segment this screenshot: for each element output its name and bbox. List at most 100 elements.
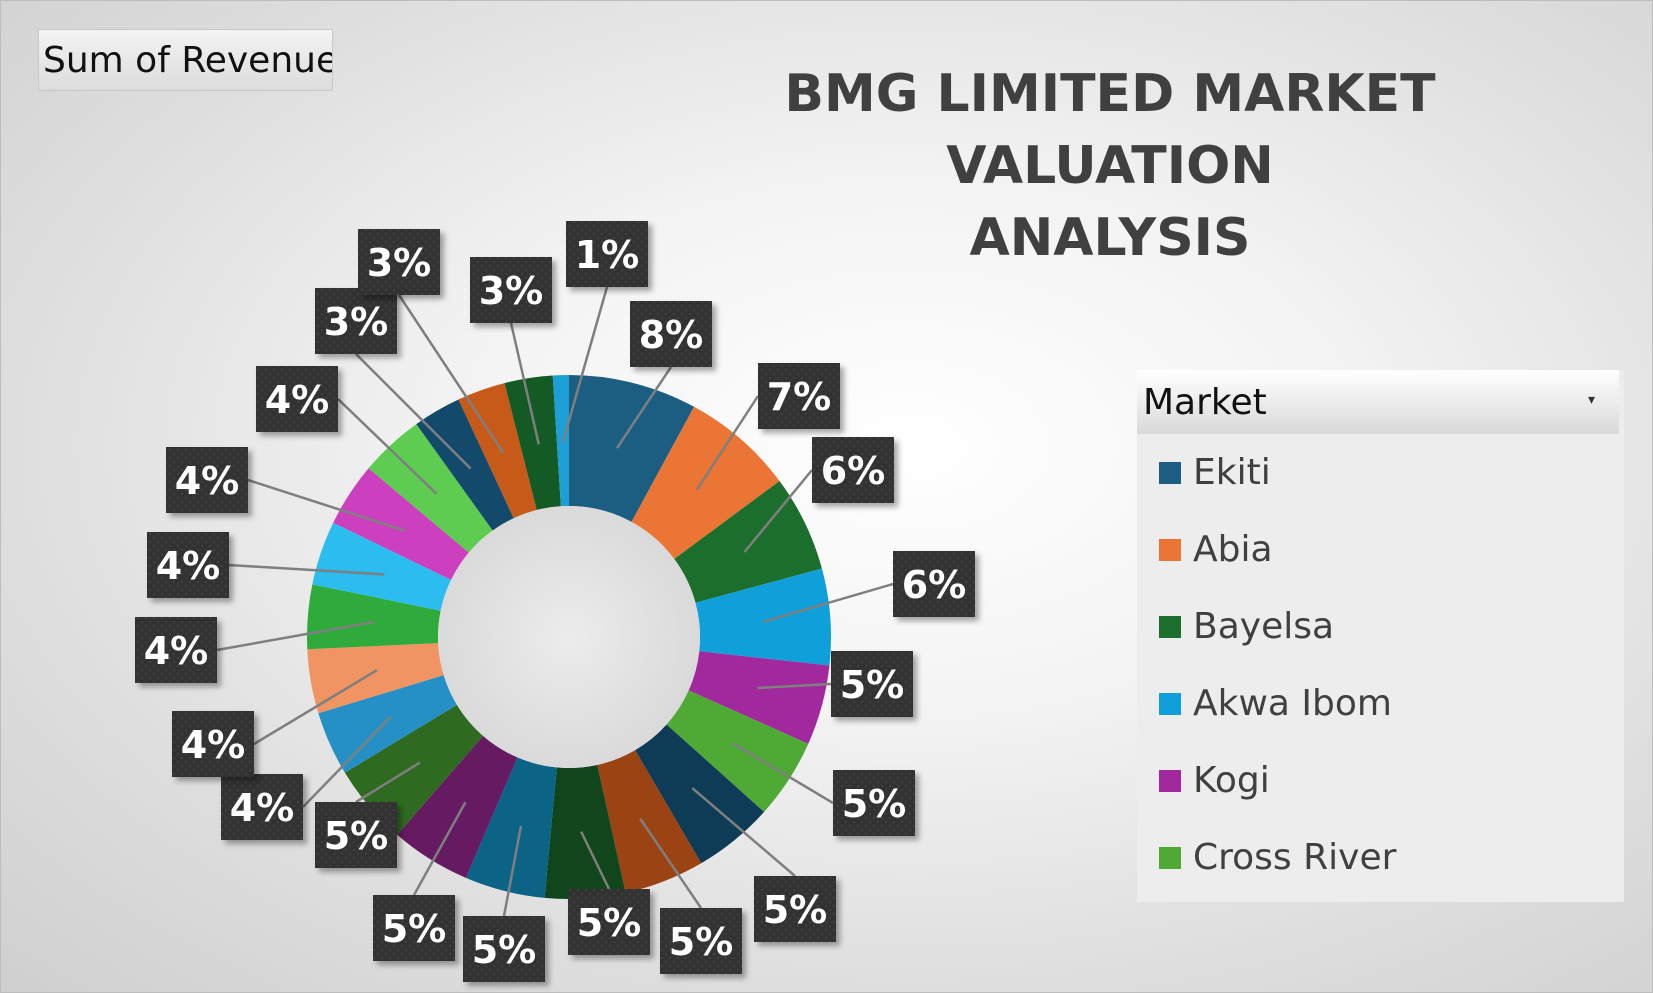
data-label-box [831, 651, 913, 717]
doughnut-slice[interactable] [552, 375, 569, 507]
data-label: 6% [821, 449, 886, 493]
doughnut-slice[interactable] [312, 522, 452, 611]
leader-line [228, 563, 385, 576]
chart-title-line-2: ANALYSIS [969, 208, 1251, 268]
data-label-box [758, 363, 840, 429]
doughnut-slice[interactable] [318, 675, 457, 773]
data-label-box [568, 889, 650, 955]
data-label-box [315, 288, 397, 354]
doughnut-slice[interactable] [569, 375, 695, 522]
legend-label: Bayelsa [1193, 606, 1335, 647]
legend-label: Abia [1193, 529, 1273, 570]
data-label: 4% [230, 786, 295, 830]
doughnut-slice[interactable] [688, 651, 830, 744]
data-label-box [754, 876, 836, 942]
doughnut-slices [307, 375, 831, 899]
data-label-box [358, 229, 440, 295]
data-label-box [172, 711, 254, 777]
leader-line [757, 682, 832, 690]
data-labels: 8% 7% 6% 6% 5% 5% 5% 5% 5% 5% 5% 5% 4% 4% 4% 4% 4% 4% 3% 3%… [135, 221, 975, 982]
doughnut-slice[interactable] [307, 643, 444, 714]
data-label-box [315, 802, 397, 868]
doughnut-slice[interactable] [597, 750, 702, 893]
data-label-box [135, 617, 217, 683]
data-label-box [221, 774, 303, 840]
legend: Market ▾ Ekiti Abia Bayelsa Akwa Ibom Ko… [1137, 370, 1624, 902]
leader-line [502, 825, 523, 917]
data-label-box [812, 437, 894, 503]
data-label-box [147, 532, 229, 598]
chart-title: BMG LIMITED MARKET VALUATION ANALYSIS [620, 58, 1600, 274]
data-label-box [256, 366, 338, 432]
leader-line [731, 742, 834, 805]
legend-item[interactable]: Cross River [1137, 819, 1624, 896]
data-label-box [470, 257, 552, 323]
leader-line [337, 398, 438, 495]
data-label: 4% [181, 723, 246, 767]
leader-lines [216, 286, 894, 917]
legend-item[interactable]: Bayelsa [1137, 588, 1624, 665]
data-label: 5% [324, 814, 389, 858]
legend-swatch [1159, 461, 1181, 484]
leader-line [253, 669, 378, 746]
legend-item[interactable]: Akwa Ibom [1137, 665, 1624, 742]
data-label-box [166, 447, 248, 513]
legend-swatch [1159, 769, 1181, 792]
legend-label: Ekiti [1193, 452, 1271, 493]
leader-line [302, 715, 392, 808]
legend-label: Akwa Ibom [1193, 683, 1392, 724]
data-label-box [373, 895, 455, 961]
data-label: 4% [144, 629, 209, 673]
data-label: 8% [639, 313, 704, 357]
legend-swatch [1159, 538, 1181, 561]
doughnut-slice[interactable] [465, 757, 557, 898]
dropdown-arrow-icon[interactable]: ▾ [1587, 392, 1595, 408]
data-label: 3% [367, 241, 432, 285]
legend-item[interactable]: Kogi [1137, 742, 1624, 819]
data-label: 5% [669, 920, 734, 964]
data-label-box [630, 301, 712, 367]
doughnut-slice[interactable] [397, 735, 518, 878]
leader-line [247, 478, 406, 533]
doughnut-slice[interactable] [695, 568, 831, 666]
doughnut-slice[interactable] [333, 468, 469, 580]
leader-line [355, 353, 472, 470]
legend-header-label: Market [1143, 382, 1267, 423]
data-label-box [566, 221, 648, 287]
data-label: 4% [175, 459, 240, 503]
data-label-box [660, 908, 742, 974]
data-label: 6% [902, 563, 967, 607]
leader-line [509, 322, 541, 445]
data-label: 5% [842, 782, 907, 826]
doughnut-slice[interactable] [416, 399, 514, 531]
doughnut-slice[interactable] [674, 481, 822, 603]
leader-line [412, 801, 467, 896]
legend-item[interactable]: Abia [1137, 511, 1624, 588]
data-label: 3% [324, 300, 389, 344]
data-label: 3% [479, 269, 544, 313]
leader-line [355, 761, 421, 804]
leader-line [397, 294, 505, 454]
legend-market-filter[interactable]: Market ▾ [1137, 370, 1619, 434]
chart-title-line-1: BMG LIMITED MARKET VALUATION [784, 64, 1436, 196]
data-label: 1% [575, 233, 640, 277]
leader-line [579, 831, 611, 890]
data-label-box [893, 551, 975, 617]
doughnut-slice[interactable] [307, 584, 441, 650]
legend-swatch [1159, 692, 1181, 715]
data-label: 4% [156, 544, 221, 588]
doughnut-slice[interactable] [666, 690, 809, 812]
doughnut-slice[interactable] [544, 764, 626, 899]
leader-line [691, 787, 796, 877]
sum-of-revenue-field-button[interactable]: Sum of Revenue [38, 29, 333, 91]
data-label: 4% [265, 378, 330, 422]
doughnut-slice[interactable] [631, 406, 780, 560]
leader-line [615, 366, 673, 449]
doughnut-slice[interactable] [504, 375, 561, 511]
data-label: 5% [472, 928, 537, 972]
data-label: 7% [767, 375, 832, 419]
leader-line [639, 817, 703, 909]
leader-line [763, 582, 894, 624]
legend-item[interactable]: Ekiti [1137, 434, 1624, 511]
